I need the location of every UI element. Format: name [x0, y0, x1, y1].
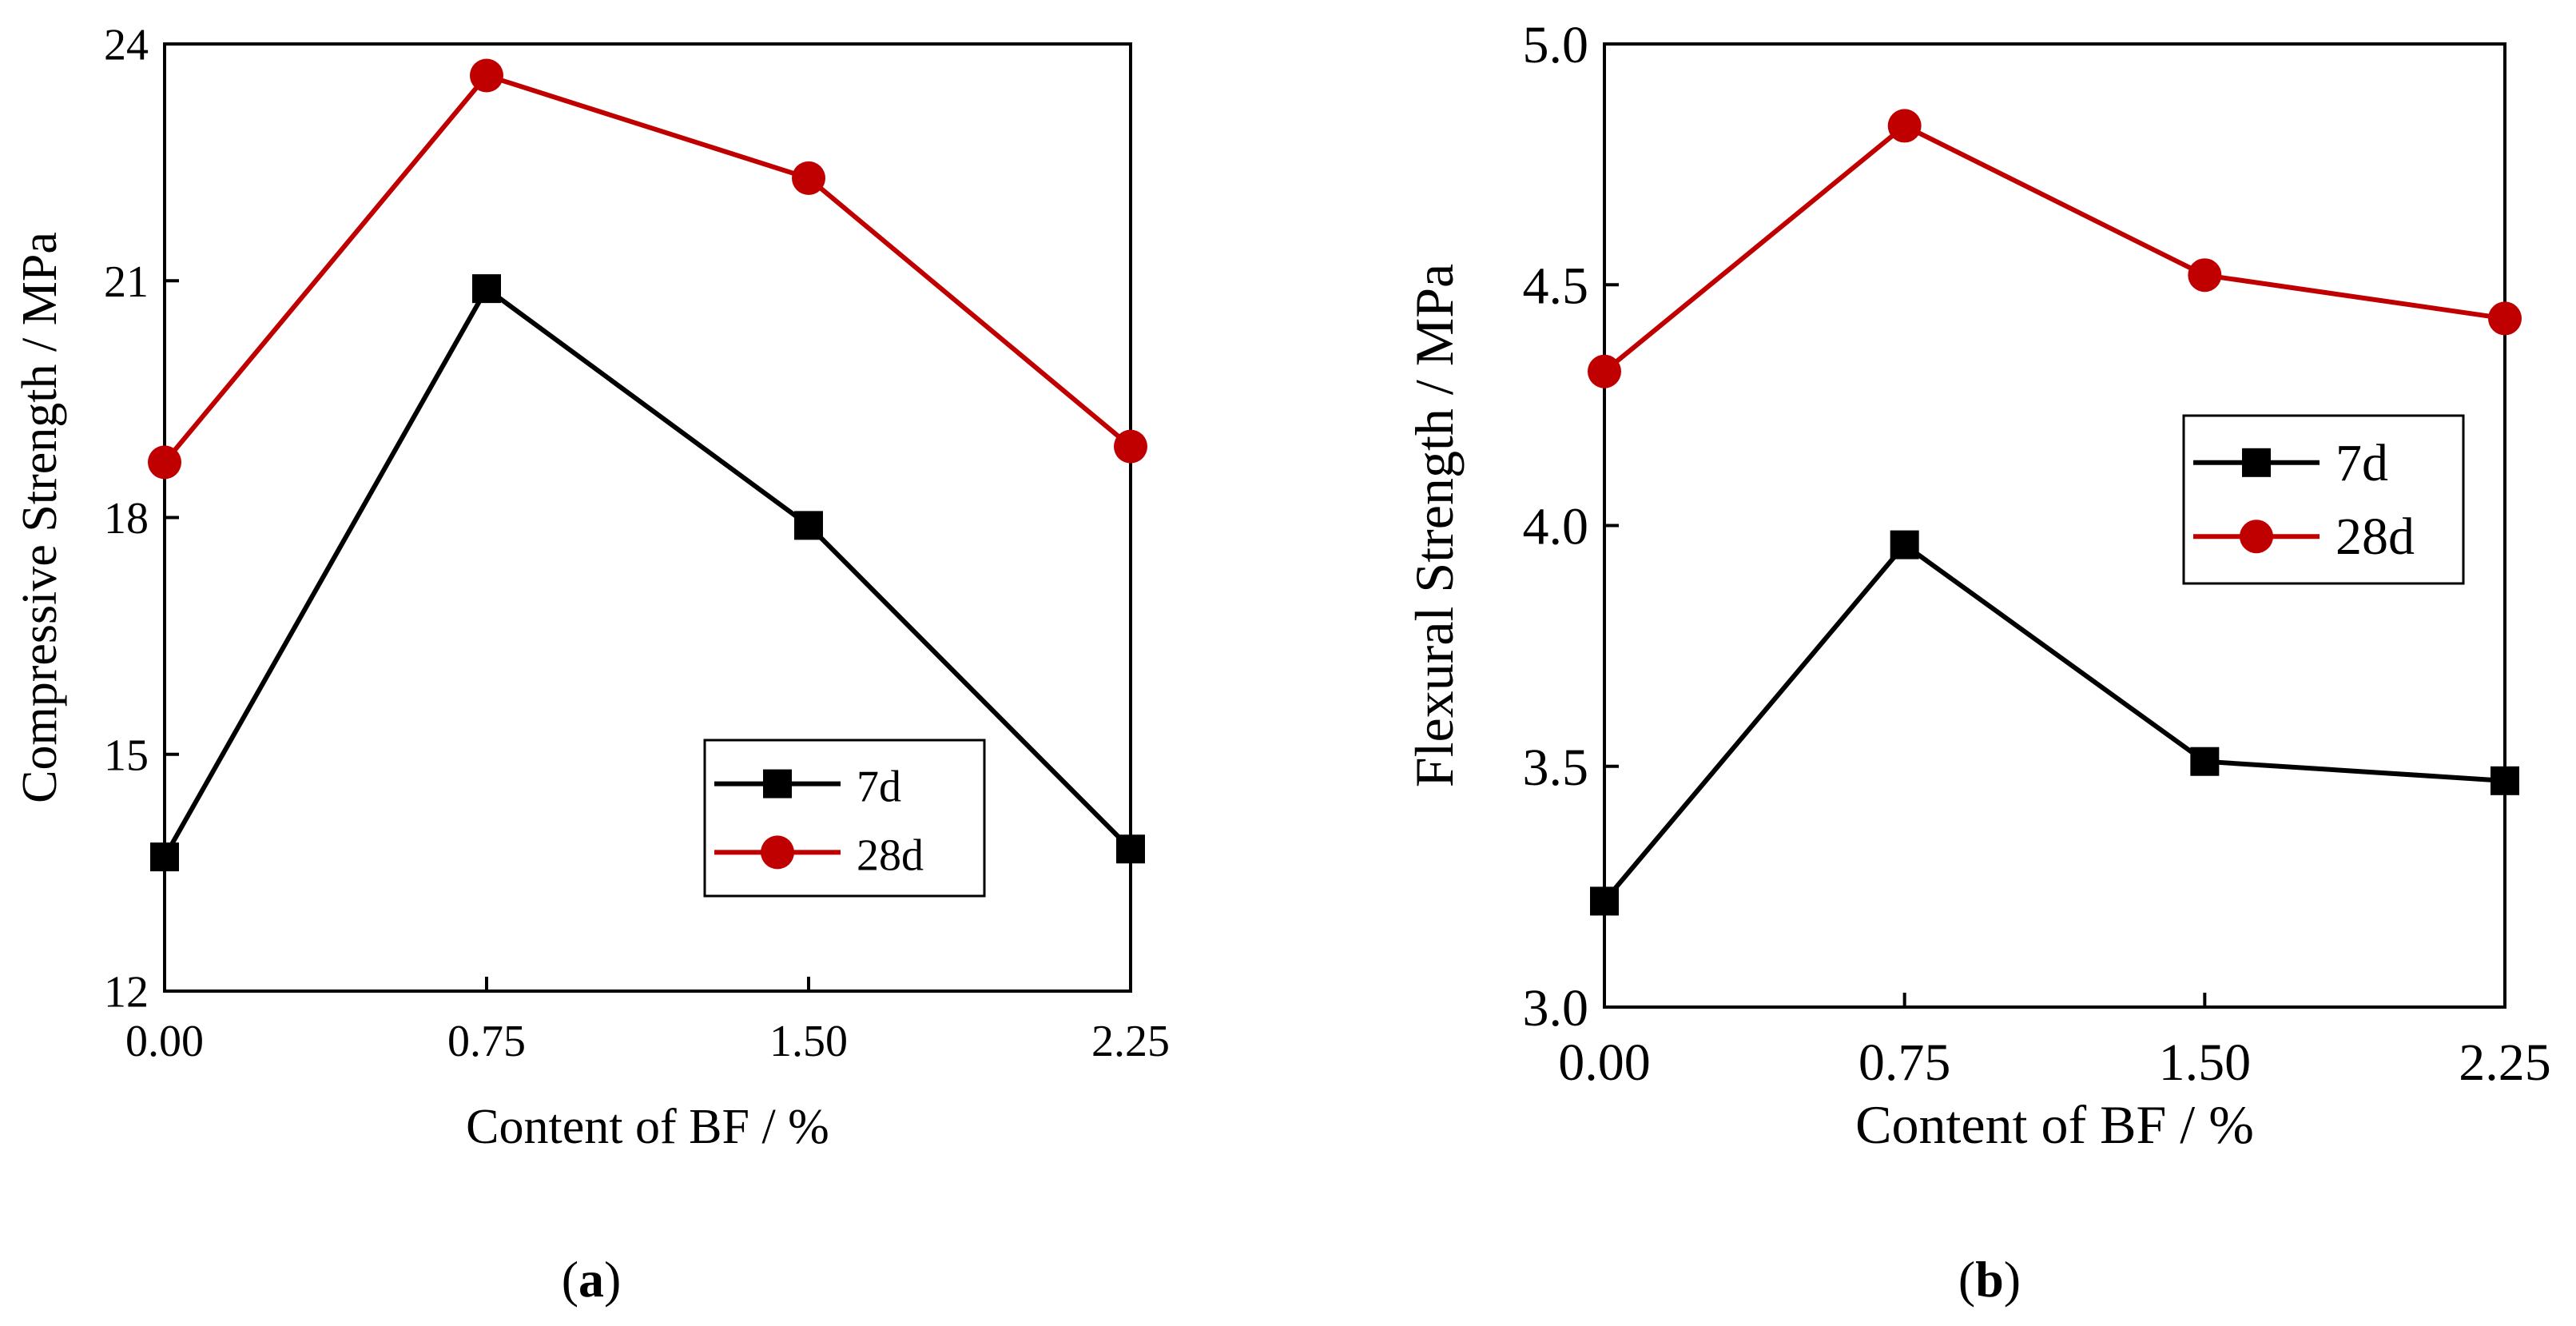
data-point-7d — [2491, 766, 2519, 795]
data-point-28d — [792, 161, 825, 195]
y-tick-label: 12 — [104, 968, 149, 1017]
legend-box — [703, 739, 986, 898]
y-tick-label: 24 — [104, 21, 149, 70]
y-tick-label: 5.0 — [1523, 16, 1589, 74]
legend-box — [2182, 414, 2465, 585]
legend-label-7d: 7d — [857, 763, 901, 812]
data-point-7d — [1590, 886, 1619, 916]
panel-label: (a) — [562, 1251, 622, 1308]
data-point-7d — [1890, 530, 1919, 559]
series-line-28d — [1603, 122, 2506, 374]
y-tick-label: 4.0 — [1523, 498, 1589, 556]
data-point-28d — [470, 58, 503, 93]
data-point-7d — [794, 511, 823, 540]
legend-label-28d: 28d — [857, 830, 924, 880]
y-tick-label: 21 — [104, 257, 149, 307]
y-tick-label: 3.0 — [1523, 979, 1589, 1037]
x-tick-label: 2.25 — [2459, 1033, 2551, 1092]
data-point-7d — [2190, 747, 2220, 776]
data-point-7d — [150, 842, 179, 872]
chart-panel-a: 12 15 18 21 24 0.00 0.75 1.50 2.25 Content of BF … — [13, 21, 1170, 1308]
data-point-28d — [2488, 301, 2522, 336]
legend-marker-7d — [2242, 448, 2271, 477]
y-tick-label: 18 — [104, 494, 149, 544]
legend-label-7d: 7d — [2335, 434, 2388, 492]
series-line-7d — [1602, 541, 2506, 903]
x-tick-label: 0.75 — [447, 1017, 526, 1066]
legend-label-28d: 28d — [2335, 508, 2415, 566]
data-point-7d — [1116, 834, 1145, 864]
data-point-28d — [1114, 429, 1147, 464]
data-point-28d — [2188, 258, 2222, 293]
data-point-7d — [472, 274, 501, 304]
y-axis-label: Flexural Strength / MPa — [1404, 264, 1465, 787]
x-tick-label: 0.75 — [1858, 1033, 1951, 1092]
y-tick-label: 15 — [104, 731, 149, 780]
data-point-28d — [1887, 109, 1922, 143]
series-line-28d — [162, 73, 1132, 464]
legend-marker-7d — [763, 769, 792, 798]
x-tick-label: 2.25 — [1091, 1017, 1170, 1066]
x-tick-label: 1.50 — [769, 1017, 848, 1066]
x-tick-label: 0.00 — [125, 1017, 204, 1066]
legend-marker-28d — [2240, 520, 2273, 554]
x-axis-label: Content of BF / % — [466, 1100, 829, 1154]
panel-label: (b) — [1958, 1251, 2021, 1308]
chart-panel-b: 3.0 3.5 4.0 4.5 5.0 0.00 0.75 1.50 2.25 Content o… — [1404, 16, 2551, 1308]
x-tick-label: 0.00 — [1558, 1033, 1651, 1092]
y-axis-label: Compressive Strength / MPa — [13, 232, 67, 803]
x-axis-label: Content of BF / % — [1855, 1094, 2254, 1155]
series-line-7d — [162, 285, 1133, 858]
data-point-28d — [148, 445, 181, 480]
x-tick-label: 1.50 — [2159, 1033, 2252, 1092]
y-tick-label: 4.5 — [1523, 257, 1589, 315]
data-point-28d — [1588, 354, 1621, 388]
y-tick-label: 3.5 — [1523, 739, 1589, 797]
legend-marker-28d — [761, 835, 794, 870]
plot-frame — [163, 42, 1132, 993]
